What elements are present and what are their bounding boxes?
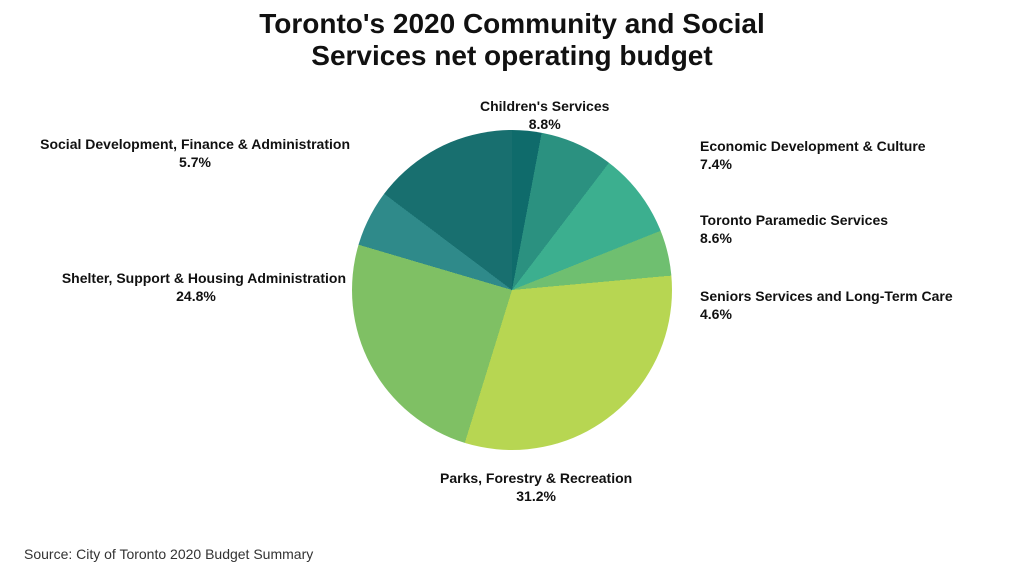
slice-label: Shelter, Support & Housing Administratio… <box>46 270 346 305</box>
chart-container: Toronto's 2020 Community and Social Serv… <box>0 0 1024 576</box>
slice-label: Parks, Forestry & Recreation 31.2% <box>440 470 632 505</box>
slice-label: Economic Development & Culture 7.4% <box>700 138 926 173</box>
title-line-1: Toronto's 2020 Community and Social <box>259 8 765 39</box>
slice-label: Social Development, Finance & Administra… <box>40 136 350 171</box>
slice-label-pct: 4.6% <box>700 306 953 324</box>
slice-label: Children's Services 8.8% <box>480 98 609 133</box>
slice-label-pct: 7.4% <box>700 156 926 174</box>
slice-label-pct: 8.8% <box>480 116 609 134</box>
title-line-2: Services net operating budget <box>311 40 712 71</box>
source-caption: Source: City of Toronto 2020 Budget Summ… <box>24 546 313 562</box>
slice-label-text: Parks, Forestry & Recreation <box>440 470 632 486</box>
chart-title: Toronto's 2020 Community and Social Serv… <box>0 8 1024 72</box>
slice-label-text: Toronto Paramedic Services <box>700 212 888 228</box>
slice-label-text: Seniors Services and Long-Term Care <box>700 288 953 304</box>
slice-label-text: Economic Development & Culture <box>700 138 926 154</box>
pie-chart <box>352 130 672 450</box>
slice-label: Seniors Services and Long-Term Care 4.6% <box>700 288 953 323</box>
slice-label-pct: 31.2% <box>440 488 632 506</box>
slice-label: Toronto Paramedic Services 8.6% <box>700 212 888 247</box>
slice-label-text: Social Development, Finance & Administra… <box>40 136 350 152</box>
slice-label-pct: 8.6% <box>700 230 888 248</box>
slice-label-pct: 5.7% <box>40 154 350 172</box>
pie-chart-wrap <box>352 130 672 450</box>
slice-label-pct: 24.8% <box>46 288 346 306</box>
slice-label-text: Shelter, Support & Housing Administratio… <box>62 270 346 286</box>
slice-label-text: Children's Services <box>480 98 609 114</box>
